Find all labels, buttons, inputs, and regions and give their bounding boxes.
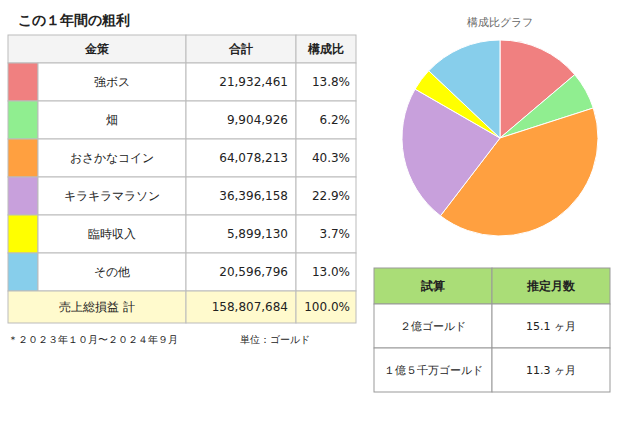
value-cell [186,101,296,139]
value-label: 21,932,461 [219,75,288,89]
header-cell [186,35,296,63]
row-label: 臨時収入 [88,227,136,241]
share-label: 3.7% [320,227,351,241]
annotation: 単位：ゴールド [240,334,310,345]
share-label: 22.9% [312,189,350,203]
name-cell [38,63,186,101]
total-cell [186,291,296,323]
value-label: 11.3 ヶ月 [526,364,576,377]
chart-root: この１年間の粗利金策 合計 構成比強ボス 21,932,461 13.8% 畑 9,904,… [0,0,640,446]
value-label: 64,078,213 [219,151,288,165]
header-cell [296,35,356,63]
row-label: キラキラマラソン [64,189,160,203]
name-cell [38,253,186,291]
value-cell [186,253,296,291]
value-label: 9,904,926 [227,113,288,127]
value-cell [492,348,610,392]
value-cell [186,177,296,215]
share-cell [296,101,356,139]
share-label: 40.3% [312,151,350,165]
share-cell [296,139,356,177]
value-cell [186,215,296,253]
row-label: 畑 [106,113,118,127]
annotation: ＊２０２３年１０月〜２０２４年９月 [8,334,178,345]
row-label: ２億ゴールド [400,320,466,333]
summary-table: この１年間の粗利金策 合計 構成比強ボス 21,932,461 13.8% 畑 9,904,… [8,12,356,345]
chart: この１年間の粗利金策 合計 構成比強ボス 21,932,461 13.8% 畑 9,904,… [0,0,640,446]
total-share: 100.0% [304,300,350,314]
value-label: 5,899,130 [227,227,288,241]
total-value: 158,807,684 [212,300,288,314]
total-cell [8,291,186,323]
share-cell [296,63,356,101]
title: この１年間の粗利 [18,12,130,28]
swatch [8,101,38,139]
label-cell [374,304,492,348]
column-header: 構成比 [307,42,344,56]
swatch [8,253,38,291]
swatch [8,63,38,101]
name-cell [38,177,186,215]
swatch [8,139,38,177]
pie: 構成比グラフ [402,16,598,237]
background [0,0,640,446]
column-header: 試算 [420,279,445,293]
share-label: 13.0% [312,265,350,279]
total-label: 売上総損益 計 [59,300,135,314]
value-label: 36,396,158 [219,189,288,203]
label-cell [374,348,492,392]
value-cell [186,63,296,101]
header-cell [8,35,186,63]
row-label: おさかなコイン [70,151,154,165]
share-cell [296,253,356,291]
name-cell [38,101,186,139]
pie-slice [429,40,500,138]
name-cell [38,139,186,177]
header-cell [374,268,492,304]
share-cell [296,177,356,215]
column-header: 推定月数 [526,279,576,293]
calc-table: 試算 推定月数 ２億ゴールド 15.1 ヶ月 １億５千万ゴールド 11.3 ヶ月 [374,268,610,392]
value-cell [186,139,296,177]
value-cell [492,304,610,348]
row-label: 強ボス [94,75,130,89]
column-header: 金策 [84,42,110,56]
share-label: 13.8% [312,75,350,89]
header-cell [492,268,610,304]
share-cell [296,215,356,253]
column-header: 合計 [228,42,253,56]
swatch [8,177,38,215]
share-label: 6.2% [320,113,351,127]
swatch [8,215,38,253]
row-label: １億５千万ゴールド [384,364,483,377]
row-label: その他 [94,265,130,279]
pie-title: 構成比グラフ [467,16,533,29]
name-cell [38,215,186,253]
total-cell [296,291,356,323]
value-label: 15.1 ヶ月 [526,320,576,333]
value-label: 20,596,796 [219,265,288,279]
